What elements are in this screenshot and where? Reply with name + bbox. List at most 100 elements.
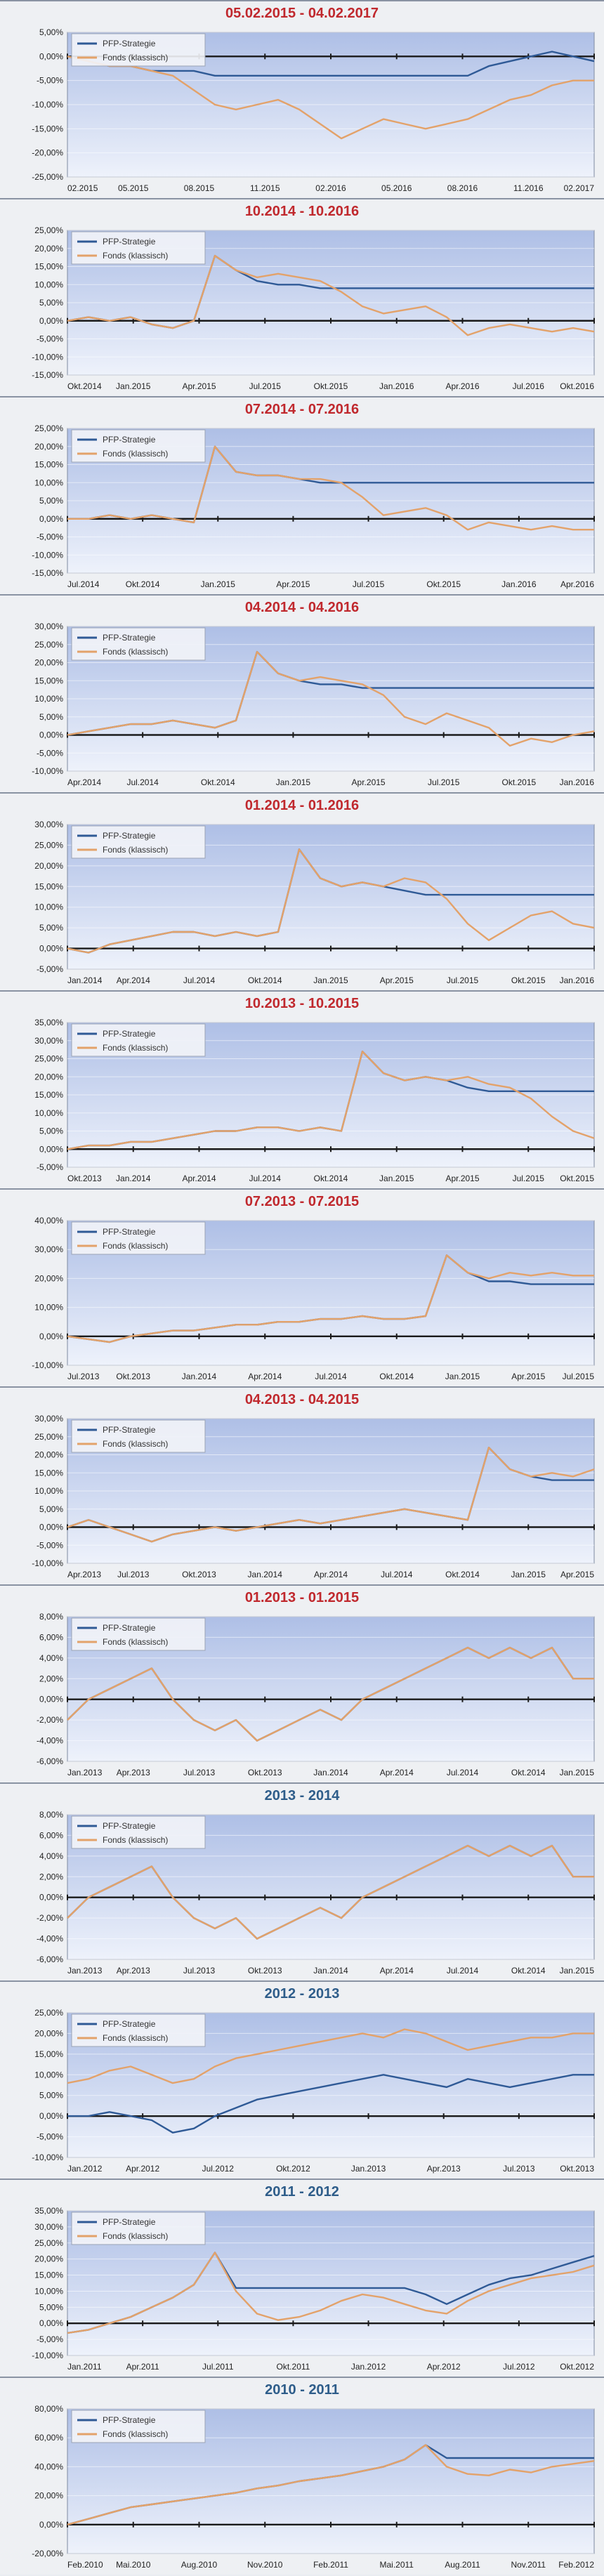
legend-label: PFP-Strategie — [103, 1029, 156, 1039]
x-tick-label: Apr.2014 — [380, 1966, 414, 1976]
x-tick-label: Jan.2016 — [379, 381, 414, 391]
legend-label: Fonds (klassisch) — [103, 1439, 168, 1449]
y-tick-label: 5,00% — [39, 1126, 63, 1136]
x-tick-label: Jul.2014 — [126, 777, 159, 787]
chart-title: 2012 - 2013 — [264, 1986, 340, 2002]
x-tick-label: Jul.2012 — [503, 2362, 535, 2372]
x-tick-label: Apr.2013 — [117, 1966, 150, 1976]
fonds-series-line — [67, 1050, 595, 1150]
line-chart: 35,00% 30,00% 25,00% 20,00% 15,00% 10,00% 5,00… — [32, 2206, 595, 2372]
x-tick-label: Jan.2015 — [511, 1570, 546, 1579]
y-tick-label: 5,00% — [39, 27, 63, 37]
x-tick-label: Aug.2010 — [181, 2560, 218, 2570]
y-tick-label: 20,00% — [34, 861, 63, 871]
chart-title: 07.2014 - 07.2016 — [244, 402, 360, 417]
y-tick-label: 25,00% — [34, 225, 63, 235]
x-tick-label: Okt.2013 — [248, 1966, 282, 1976]
y-tick-label: 0,00% — [39, 1332, 63, 1341]
x-tick-label: Okt.2012 — [276, 2164, 310, 2174]
x-tick-label: Apr.2015 — [511, 1372, 545, 1381]
x-tick-label: Apr.2015 — [276, 579, 310, 589]
y-tick-label: 2,00% — [39, 1872, 63, 1881]
y-tick-label: 40,00% — [34, 2462, 63, 2471]
x-tick-label: Okt.2014 — [445, 1570, 480, 1579]
x-tick-label: 08.2016 — [447, 183, 478, 193]
y-tick-label: -5,00% — [37, 532, 63, 542]
y-tick-label: -5,00% — [37, 1162, 63, 1172]
chart-title: 2010 - 2011 — [265, 2382, 339, 2398]
x-tick-label: Jan.2011 — [67, 2362, 102, 2372]
chart-panel: 2011 - 2012 35,00% 30,00% 25,00% 20,00% 15,00… — [0, 2179, 604, 2377]
y-tick-label: 5,00% — [39, 298, 63, 308]
chart-panel: 10.2014 - 10.2016 25,00% 20,00% 15,00% 10,00… — [0, 198, 604, 396]
y-tick-label: -10,00% — [32, 352, 63, 362]
x-tick-label: Okt.2013 — [67, 1174, 102, 1183]
y-tick-label: 15,00% — [34, 2049, 63, 2059]
legend-label: PFP-Strategie — [103, 39, 156, 48]
y-tick-label: 15,00% — [34, 262, 63, 272]
y-tick-label: 25,00% — [34, 2238, 63, 2248]
x-tick-label: Jan.2013 — [351, 2164, 386, 2174]
x-tick-label: 02.2015 — [67, 183, 98, 193]
y-tick-label: -10,00% — [32, 766, 63, 776]
x-tick-label: Okt.2015 — [560, 1174, 594, 1183]
x-tick-label: Jul.2016 — [513, 381, 545, 391]
chart-title: 10.2014 - 10.2016 — [244, 204, 360, 219]
x-tick-label: Okt.2014 — [314, 1174, 348, 1183]
line-chart: 30,00% 25,00% 20,00% 15,00% 10,00% 5,00% 0,00%… — [34, 820, 595, 985]
x-tick-label: 11.2015 — [250, 183, 280, 193]
x-tick-label: 05.2016 — [381, 183, 412, 193]
x-tick-label: Jul.2014 — [183, 975, 216, 985]
x-tick-label: Jan.2013 — [67, 1768, 103, 1777]
y-tick-label: 30,00% — [34, 1244, 63, 1254]
y-tick-label: 5,00% — [39, 712, 63, 722]
y-tick-label: -10,00% — [32, 2153, 63, 2162]
x-tick-label: Nov.2010 — [247, 2560, 283, 2570]
legend-label: PFP-Strategie — [103, 2415, 156, 2425]
y-tick-label: 20,00% — [34, 442, 63, 452]
y-tick-label: 25,00% — [34, 423, 63, 433]
x-tick-label: Jan.2015 — [560, 1768, 595, 1777]
x-tick-label: Jan.2014 — [248, 1570, 283, 1579]
legend-label: Fonds (klassisch) — [103, 1637, 168, 1647]
chart-title: 10.2013 - 10.2015 — [244, 996, 360, 1011]
y-tick-label: -15,00% — [32, 124, 63, 133]
x-tick-label: Apr.2014 — [117, 975, 150, 985]
legend-label: PFP-Strategie — [103, 1623, 156, 1633]
y-tick-label: 40,00% — [34, 1216, 63, 1225]
x-tick-label: Okt.2014 — [379, 1372, 414, 1381]
x-tick-label: Apr.2013 — [427, 2164, 461, 2174]
legend-label: Fonds (klassisch) — [103, 53, 168, 63]
x-tick-label: Apr.2016 — [560, 579, 594, 589]
x-tick-label: Jan.2015 — [445, 1372, 480, 1381]
x-tick-label: Jan.2016 — [501, 579, 537, 589]
y-tick-label: 30,00% — [34, 2222, 63, 2232]
x-tick-label: Apr.2015 — [560, 1570, 594, 1579]
y-tick-label: 0,00% — [39, 2111, 63, 2121]
x-tick-label: Jan.2015 — [201, 579, 236, 589]
y-tick-label: 20,00% — [34, 1072, 63, 1082]
y-tick-label: 10,00% — [34, 478, 63, 487]
y-tick-label: 15,00% — [34, 881, 63, 891]
x-tick-label: Apr.2015 — [445, 1174, 479, 1183]
x-tick-label: Feb.2012 — [558, 2560, 594, 2570]
legend-label: Fonds (klassisch) — [103, 1241, 168, 1251]
chart-panel: 07.2013 - 07.2015 40,00% 30,00% 20,00% 10,00… — [0, 1188, 604, 1386]
legend-label: Fonds (klassisch) — [103, 1835, 168, 1845]
y-tick-label: 0,00% — [39, 1523, 63, 1532]
y-tick-label: 0,00% — [39, 730, 63, 740]
y-tick-label: 0,00% — [39, 2520, 63, 2530]
x-tick-label: Jan.2015 — [276, 777, 311, 787]
x-tick-label: Jan.2014 — [313, 1768, 348, 1777]
chart-title: 2013 - 2014 — [264, 1788, 340, 1803]
y-tick-label: 0,00% — [39, 514, 63, 524]
fonds-series-line — [67, 848, 595, 954]
y-tick-label: 2,00% — [39, 1674, 63, 1683]
x-tick-label: Aug.2011 — [445, 2560, 480, 2570]
chart-panel: 04.2013 - 04.2015 30,00% 25,00% 20,00% 15,00… — [0, 1386, 604, 1584]
chart-title: 2011 - 2012 — [265, 2184, 339, 2200]
y-tick-label: 4,00% — [39, 1851, 63, 1861]
y-tick-label: 25,00% — [34, 640, 63, 650]
legend-label: Fonds (klassisch) — [103, 2033, 168, 2043]
line-chart: 25,00% 20,00% 15,00% 10,00% 5,00% 0,00% -5,00%… — [32, 225, 595, 391]
